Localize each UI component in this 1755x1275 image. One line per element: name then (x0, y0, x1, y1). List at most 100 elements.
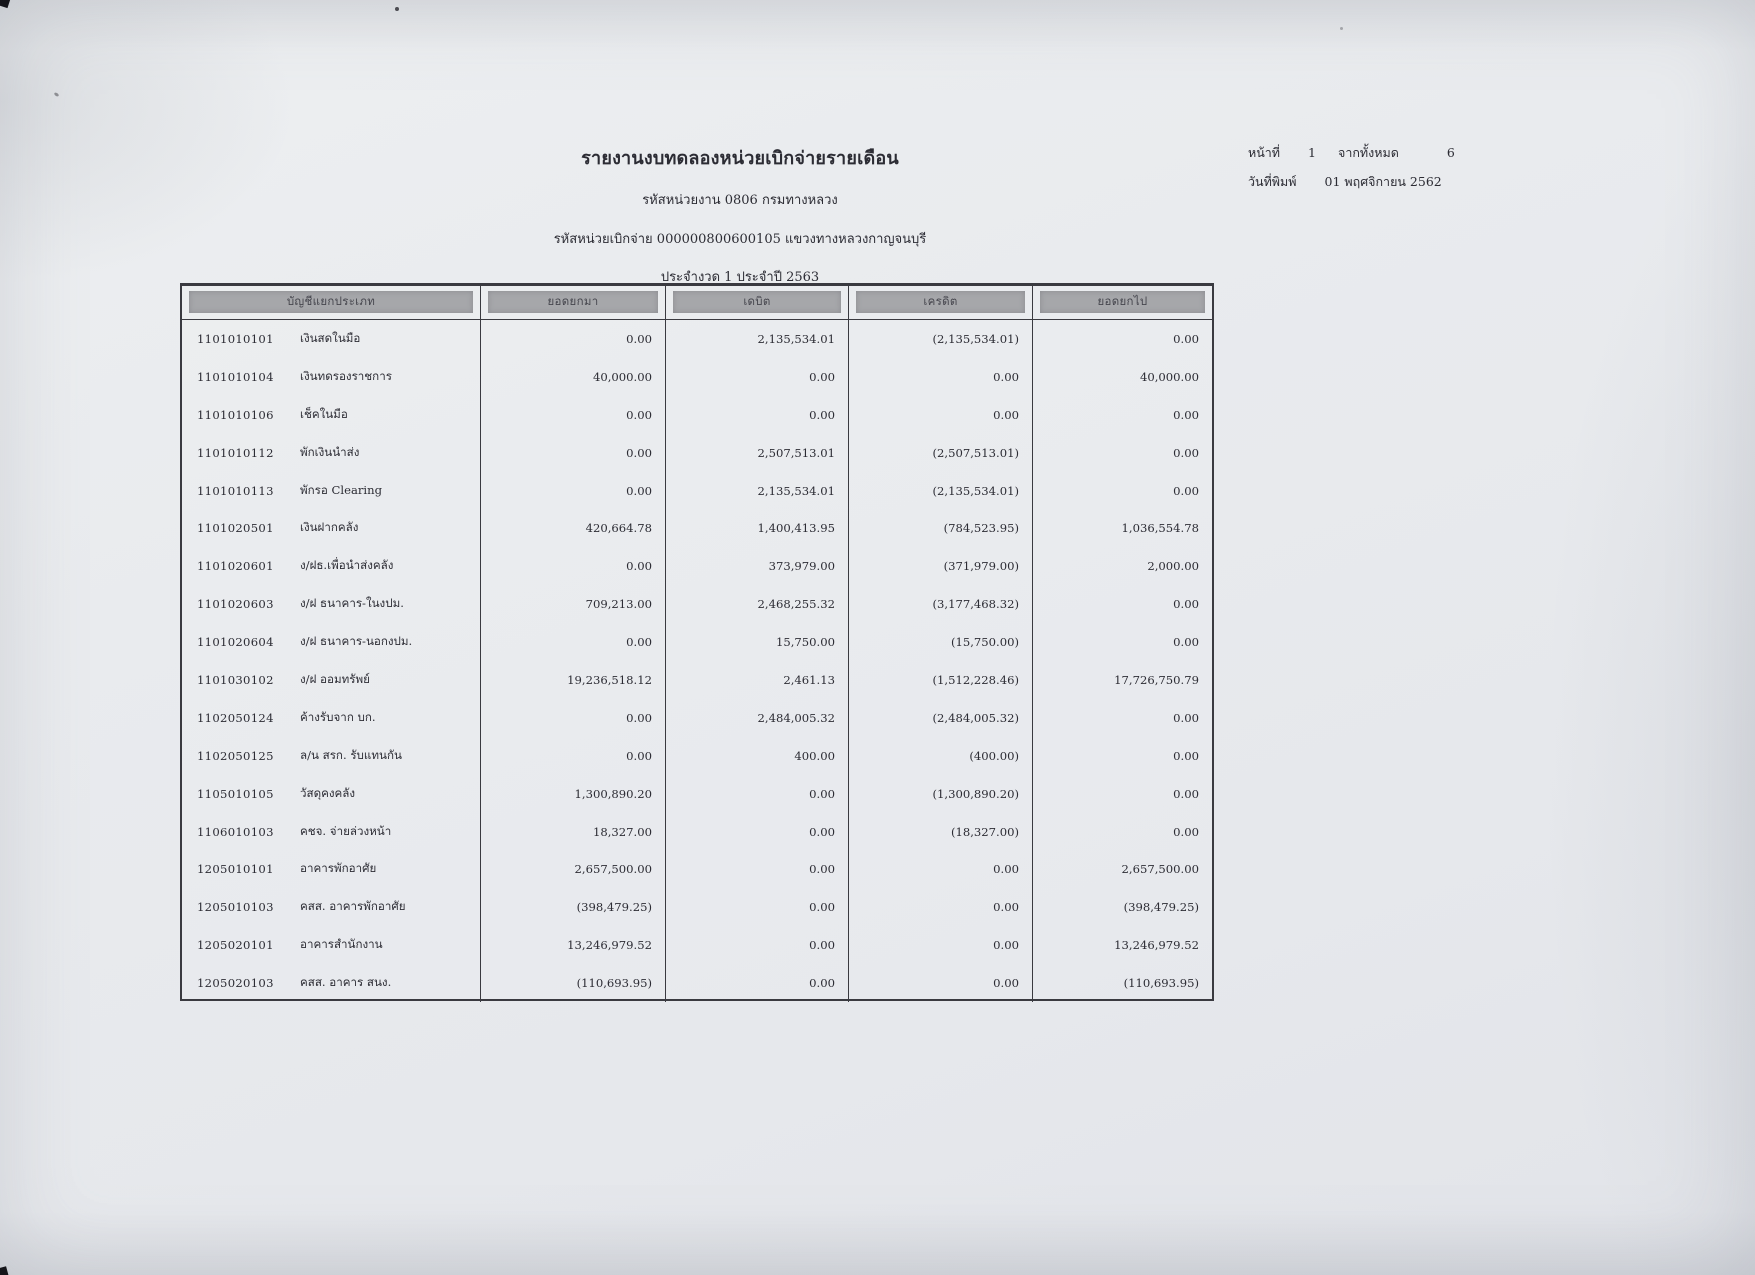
brought-forward-value: (110,693.95) (481, 964, 666, 1003)
brought-forward-value: 0.00 (481, 320, 666, 358)
account-code: 1102050124 (197, 710, 274, 725)
account-cell: 1205010103 คสส. อาคารพักอาศัย (182, 888, 481, 927)
header-cell-credit: เครดิต (849, 286, 1033, 319)
account-cell: 1106010103 คชจ. จ่ายล่วงหน้า (182, 812, 481, 851)
header-cell-account: บัญชีแยกประเภท (182, 286, 481, 319)
brought-forward-value: 18,327.00 (481, 812, 666, 851)
brought-forward-value: 0.00 (481, 433, 666, 472)
account-name: คชจ. จ่ายล่วงหน้า (300, 823, 392, 838)
table-row: 1102050124 ค้างรับจาก บก. 0.00 2,484,005… (182, 698, 1212, 737)
table-row: 1101020604 ง/ฝ ธนาคาร-นอกงปม. 0.00 15,75… (182, 623, 1212, 662)
account-cell: 1101020601 ง/ฝธ.เพื่อนำส่งคลัง (182, 547, 481, 586)
credit-value: (18,327.00) (849, 812, 1033, 851)
account-name: วัสดุคงคลัง (300, 785, 356, 800)
table-row: 1205020103 คสส. อาคาร สนง. (110,693.95) … (182, 964, 1212, 1003)
carried-forward-value: 0.00 (1173, 597, 1199, 612)
brought-forward-value: 0.00 (481, 623, 666, 662)
brought-forward-value: 19,236,518.12 (481, 661, 666, 699)
report-title: รายงานงบทดลองหน่วยเบิกจ่ายรายเดือน (581, 148, 899, 169)
scan-speck (53, 91, 60, 98)
debit-value: 2,135,534.01 (666, 471, 849, 510)
scan-speck (395, 7, 399, 11)
brought-forward-value: 0.00 (481, 698, 666, 737)
brought-forward-value: 420,664.78 (481, 509, 666, 548)
credit-value: (1,300,890.20) (849, 774, 1033, 813)
credit-value: (784,523.95) (849, 509, 1033, 548)
account-code: 1101010113 (197, 483, 274, 498)
carried-forward-value: (398,479.25) (1123, 900, 1199, 915)
account-code: 1205020101 (197, 938, 274, 953)
account-cell: 1101010104 เงินทดรองราชการ (182, 357, 481, 396)
account-code: 1106010103 (197, 824, 274, 839)
account-code: 1101030102 (197, 672, 274, 687)
table-row: 1101010104 เงินทดรองราชการ 40,000.00 0.0… (182, 357, 1212, 396)
account-cell: 1101010101 เงินสดในมือ (182, 320, 481, 358)
account-name: ง/ฝธ.เพื่อนำส่งคลัง (300, 558, 394, 573)
debit-value: 2,468,255.32 (666, 585, 849, 624)
brought-forward-value: 2,657,500.00 (481, 850, 666, 889)
credit-value: (2,135,534.01) (849, 471, 1033, 510)
account-code: 1101010101 (197, 331, 274, 346)
credit-value: (15,750.00) (849, 623, 1033, 662)
debit-value: 400.00 (666, 736, 849, 775)
carried-forward-value: 0.00 (1173, 445, 1199, 460)
header-cell-carried-forward: ยอดยกไป (1033, 286, 1212, 319)
account-name: เงินฝากคลัง (300, 520, 359, 535)
account-name: อาคารสำนักงาน (300, 937, 383, 952)
document-header: รายงานงบทดลองหน่วยเบิกจ่ายรายเดือน รหัสห… (330, 143, 1150, 287)
account-cell: 1101010106 เช็คในมือ (182, 395, 481, 434)
credit-value: (2,135,534.01) (849, 320, 1033, 358)
table-header-row: บัญชีแยกประเภท ยอดยกมา เดบิต เครดิต ยอดย… (182, 286, 1212, 319)
account-cell: 1101020604 ง/ฝ ธนาคาร-นอกงปม. (182, 623, 481, 662)
brought-forward-value: 40,000.00 (481, 357, 666, 396)
debit-value: 0.00 (666, 774, 849, 813)
debit-value: 0.00 (666, 926, 849, 965)
agency-code-line: รหัสหน่วยงาน 0806 กรมทางหลวง (642, 193, 838, 208)
account-code: 1205010101 (197, 862, 274, 877)
table-row: 1101020603 ง/ฝ ธนาคาร-ในงปม. 709,213.00 … (182, 585, 1212, 624)
carried-forward-value: 0.00 (1173, 748, 1199, 763)
table-row: 1101010112 พักเงินนำส่ง 0.00 2,507,513.0… (182, 433, 1212, 472)
account-cell: 1205020101 อาคารสำนักงาน (182, 926, 481, 965)
table-row: 1101020601 ง/ฝธ.เพื่อนำส่งคลัง 0.00 373,… (182, 547, 1212, 586)
debit-value: 1,400,413.95 (666, 509, 849, 548)
table-row: 1101010101 เงินสดในมือ 0.00 2,135,534.01… (182, 320, 1212, 358)
debit-value: 0.00 (666, 395, 849, 434)
column-header-credit: เครดิต (856, 291, 1025, 313)
account-cell: 1105010105 วัสดุคงคลัง (182, 774, 481, 813)
credit-value: 0.00 (849, 926, 1033, 965)
scan-speck (1340, 27, 1343, 30)
table-row: 1205010103 คสส. อาคารพักอาศัย (398,479.2… (182, 888, 1212, 927)
account-name: พักรอ Clearing (300, 482, 383, 497)
credit-value: (1,512,228.46) (849, 661, 1033, 699)
account-name: เช็คในมือ (300, 406, 348, 421)
credit-value: 0.00 (849, 964, 1033, 1003)
credit-value: 0.00 (849, 850, 1033, 889)
brought-forward-value: 1,300,890.20 (481, 774, 666, 813)
table-row: 1106010103 คชจ. จ่ายล่วงหน้า 18,327.00 0… (182, 812, 1212, 851)
account-name: อาคารพักอาศัย (300, 861, 377, 876)
header-cell-brought-forward: ยอดยกมา (481, 286, 666, 319)
print-date: 01 พฤศจิกายน 2562 (1324, 174, 1442, 189)
credit-value: (2,484,005.32) (849, 698, 1033, 737)
brought-forward-value: 0.00 (481, 547, 666, 586)
account-code: 1101010104 (197, 369, 274, 384)
debit-value: 0.00 (666, 812, 849, 851)
column-header-debit: เดบิต (673, 291, 841, 313)
account-name: พักเงินนำส่ง (300, 444, 360, 459)
debit-value: 373,979.00 (666, 547, 849, 586)
account-code: 1102050125 (197, 748, 274, 763)
account-code: 1101020603 (197, 597, 274, 612)
carried-forward-value: 17,726,750.79 (1114, 672, 1199, 687)
scan-corner-artifact (0, 1266, 10, 1275)
credit-value: 0.00 (849, 395, 1033, 434)
scan-corner-artifact (0, 0, 12, 9)
table-row: 1101010113 พักรอ Clearing 0.00 2,135,534… (182, 471, 1212, 510)
account-code: 1101010106 (197, 407, 274, 422)
page-number-row: หน้าที่ 1 จากทั้งหมด 6 (1248, 143, 1578, 163)
account-code: 1101020601 (197, 559, 274, 574)
total-pages: 6 (1446, 145, 1455, 160)
account-code: 1101020604 (197, 635, 274, 650)
brought-forward-value: (398,479.25) (481, 888, 666, 927)
print-date-label: วันที่พิมพ์ (1248, 174, 1297, 189)
